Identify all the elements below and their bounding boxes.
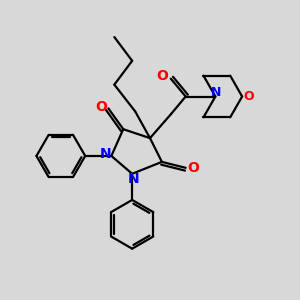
Text: O: O [95,100,107,114]
Text: O: O [243,90,254,103]
Text: O: O [187,161,199,175]
Text: O: O [156,69,168,83]
Text: N: N [211,86,221,99]
Text: N: N [100,147,112,160]
Text: N: N [128,172,139,185]
